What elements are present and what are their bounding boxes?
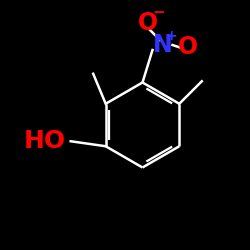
Text: +: + (166, 29, 177, 43)
Text: −: − (152, 5, 165, 20)
Text: HO: HO (24, 129, 66, 153)
Text: O: O (178, 36, 198, 60)
Text: N: N (152, 33, 172, 57)
Text: O: O (138, 10, 158, 34)
